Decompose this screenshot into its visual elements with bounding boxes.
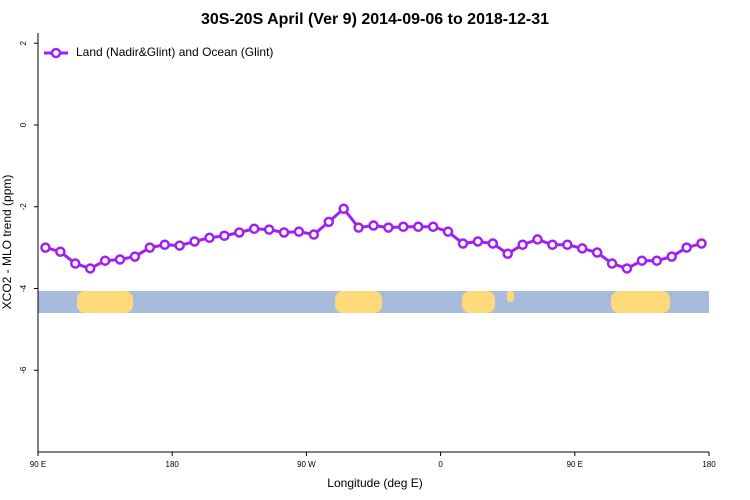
data-point (248, 223, 260, 235)
y-tick-label: -6 (19, 366, 28, 374)
chart-title: 30S-20S April (Ver 9) 2014-09-06 to 2018… (201, 11, 549, 28)
x-tick-label: 180 (166, 460, 180, 469)
legend-label: Land (Nadir&Glint) and Ocean (Glint) (76, 45, 273, 59)
data-point (278, 227, 290, 238)
data-point (532, 234, 543, 245)
data-point (681, 242, 692, 253)
data-point (636, 255, 648, 266)
y-axis-label: XCO2 - MLO trend (ppm) (0, 175, 14, 310)
x-tick-label: 0 (438, 460, 443, 469)
data-point (517, 239, 528, 250)
data-point (398, 221, 409, 233)
data-point (263, 224, 275, 235)
x-tick-label: 90 W (297, 460, 316, 469)
map-strip (38, 291, 709, 313)
data-point (412, 221, 424, 233)
data-point (189, 236, 200, 247)
data-point (442, 226, 454, 237)
data-point (114, 254, 126, 265)
data-point (55, 246, 66, 257)
data-point (621, 263, 633, 274)
y-tick-label: -4 (19, 284, 28, 292)
data-point (562, 239, 573, 250)
data-point (547, 239, 558, 250)
data-point (144, 242, 156, 253)
data-point (353, 222, 364, 233)
data-point (606, 258, 618, 269)
data-point (666, 251, 677, 262)
data-point (368, 220, 379, 231)
data-point (99, 255, 111, 266)
x-axis-label: Longitude (deg E) (327, 476, 422, 490)
legend-marker (50, 47, 62, 59)
data-point (308, 229, 320, 240)
data-point (293, 226, 305, 237)
data-point (696, 238, 707, 249)
data-point (472, 236, 484, 247)
data-point (129, 251, 141, 262)
x-tick-label: 90 E (30, 460, 46, 469)
data-point (383, 222, 394, 233)
data-point (174, 240, 185, 251)
data-point (234, 227, 245, 238)
data-point (338, 203, 349, 215)
data-point (70, 258, 81, 269)
y-tick-label: -2 (19, 203, 28, 211)
data-point (502, 248, 513, 259)
data-point (204, 232, 215, 244)
data-point (219, 230, 230, 242)
y-tick-label: 2 (19, 40, 28, 45)
x-tick-label: 180 (702, 460, 716, 469)
x-tick-label: 90 E (567, 460, 583, 469)
data-point (427, 221, 439, 233)
data-point (457, 238, 469, 249)
series-line (45, 206, 702, 271)
data-point (84, 263, 96, 274)
data-point (487, 238, 499, 249)
y-tick-label: 0 (19, 122, 28, 127)
data-point (591, 247, 603, 258)
data-point (40, 242, 51, 253)
data-point (323, 216, 335, 228)
data-point (651, 255, 663, 266)
data-point (577, 243, 588, 254)
data-point (159, 239, 170, 250)
